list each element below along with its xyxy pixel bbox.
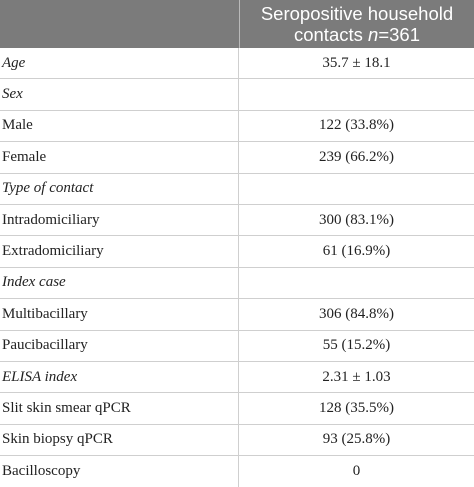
row-label: Female: [0, 142, 239, 173]
table-row: Age 35.7 ± 18.1: [0, 48, 474, 80]
table-row: Bacilloscopy 0: [0, 456, 474, 487]
table-row: Extradomiciliary 61 (16.9%): [0, 236, 474, 268]
row-label: ELISA index: [0, 361, 239, 393]
table-row: Intradomiciliary 300 (83.1%): [0, 204, 474, 237]
header-column-title: Seropositive household contacts n=361: [240, 0, 474, 48]
header-line-2: contacts n=361: [293, 24, 420, 45]
row-label: Sex: [0, 79, 239, 110]
row-value: [239, 268, 474, 298]
row-value: 61 (16.9%): [322, 243, 391, 260]
row-label: Type of contact: [0, 173, 239, 204]
table-header: Seropositive household contacts n=361: [0, 0, 474, 48]
row-value: 35.7 ± 18.1: [322, 54, 391, 71]
table-body: Age 35.7 ± 18.1 Sex Male 122 (33.8%) Female 23…: [0, 48, 474, 487]
row-value: 0: [352, 463, 361, 480]
row-value: [239, 79, 474, 109]
table-row: ELISA index 2.31 ± 1.03: [0, 361, 474, 394]
table-row: Female 239 (66.2%): [0, 142, 474, 174]
row-label: Intradomiciliary: [0, 204, 239, 236]
table-row: Skin biopsy qPCR 93 (25.8%): [0, 424, 474, 457]
table-row: Paucibacillary 55 (15.2%): [0, 330, 474, 362]
row-value: 2.31 ± 1.03: [322, 368, 391, 385]
row-value: 306 (84.8%): [319, 305, 394, 322]
row-label: Extradomiciliary: [0, 236, 239, 267]
table-row: Index case: [0, 267, 474, 300]
table-row: Type of contact: [0, 173, 474, 205]
table-row: Multibacillary 306 (84.8%): [0, 299, 474, 331]
row-value: 128 (35.5%): [319, 399, 394, 416]
header-line-1: Seropositive household: [260, 3, 454, 24]
row-label: Skin biopsy qPCR: [0, 424, 239, 456]
table-row: Male 122 (33.8%): [0, 110, 474, 143]
row-label: Male: [0, 110, 239, 142]
row-value: 300 (83.1%): [319, 211, 394, 228]
row-value: 55 (15.2%): [322, 337, 391, 354]
row-label: Slit skin smear qPCR: [0, 393, 239, 424]
table-row: Sex: [0, 79, 474, 111]
row-value: [239, 174, 474, 204]
row-label: Bacilloscopy: [0, 456, 239, 487]
row-value: 93 (25.8%): [322, 431, 391, 448]
row-label: Index case: [0, 267, 239, 299]
row-value: 122 (33.8%): [319, 117, 394, 134]
row-label: Multibacillary: [0, 299, 239, 330]
table-row: Slit skin smear qPCR 128 (35.5%): [0, 393, 474, 425]
row-label: Paucibacillary: [0, 330, 239, 361]
row-label: Age: [0, 48, 239, 79]
header-empty-cell: [0, 0, 240, 48]
row-value: 239 (66.2%): [319, 148, 394, 165]
